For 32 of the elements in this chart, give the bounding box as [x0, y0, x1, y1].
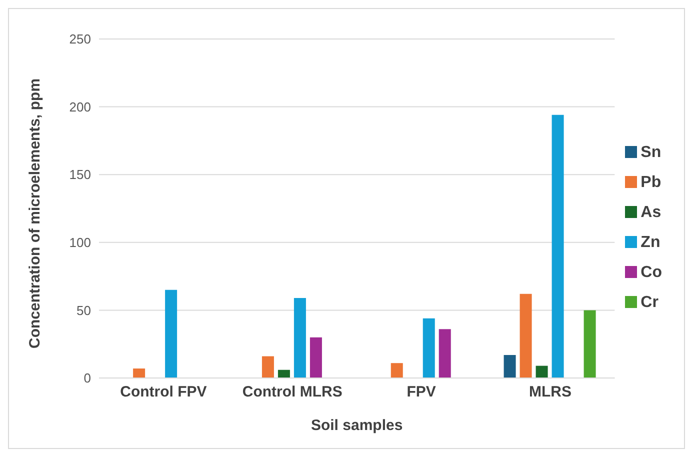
x-axis-title: Soil samples: [310, 417, 403, 434]
y-tick-label: 0: [84, 370, 91, 386]
bar: [552, 114, 564, 378]
legend-label: Sn: [640, 144, 662, 160]
y-tick-label: 100: [69, 235, 91, 250]
y-tick-label: 250: [69, 32, 91, 47]
bar: [584, 310, 596, 378]
bar: [310, 337, 322, 378]
bar: [536, 366, 548, 378]
bar: [278, 370, 290, 378]
bar: [133, 368, 146, 378]
bar: [294, 298, 306, 378]
y-axis-title: Concentration of microelements, ppm: [26, 78, 44, 348]
bar: [165, 290, 178, 378]
legend-label: Co: [640, 264, 662, 280]
y-tick-label: 200: [69, 99, 91, 114]
bar: [262, 356, 274, 378]
legend-label: Zn: [640, 234, 660, 250]
bar: [390, 363, 403, 378]
legend-label: Pb: [640, 174, 662, 190]
bar: [520, 294, 532, 378]
x-tick-label: Control MLRS: [242, 384, 342, 401]
bar: [504, 354, 516, 378]
bar: [438, 329, 451, 378]
y-tick-label: 50: [76, 302, 91, 318]
bar: [422, 318, 435, 378]
legend-label: As: [640, 204, 662, 220]
x-tick-label: MLRS: [528, 384, 572, 401]
x-tick-label: FPV: [406, 384, 436, 401]
x-tick-label: Control FPV: [120, 384, 207, 401]
y-tick-label: 150: [69, 167, 91, 182]
legend-label: Cr: [640, 294, 658, 310]
